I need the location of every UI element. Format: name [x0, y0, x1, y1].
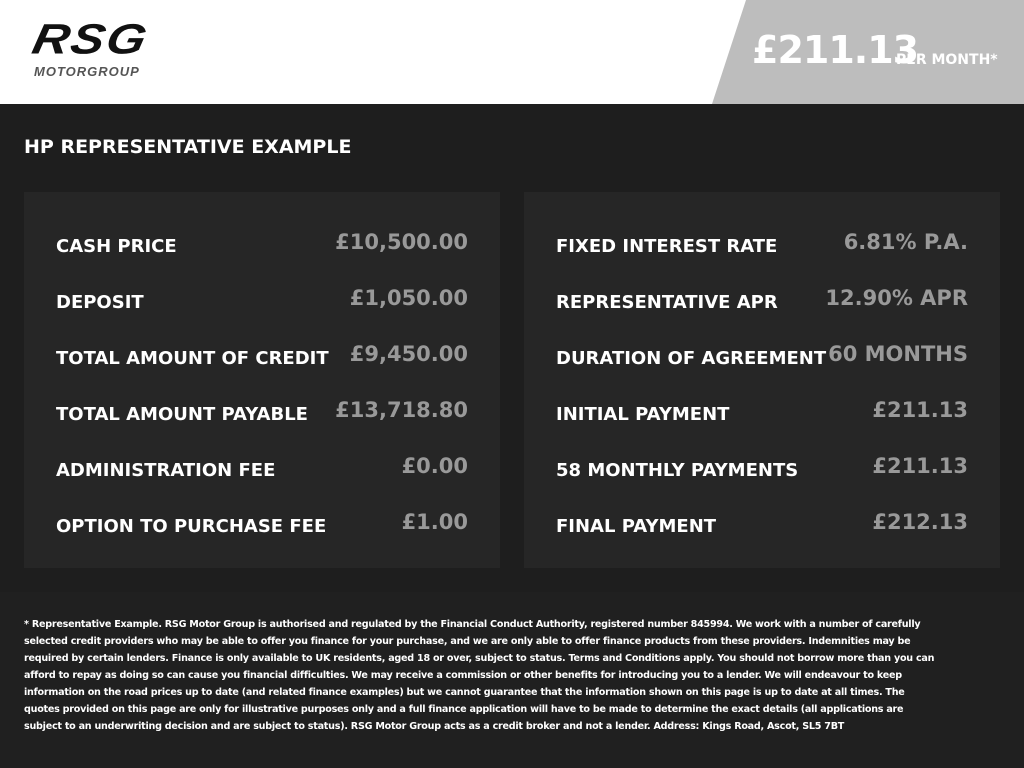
- row-value: £10,500.00: [335, 230, 468, 254]
- row-label: ADMINISTRATION FEE: [56, 460, 276, 481]
- finance-row: CASH PRICE £10,500.00: [56, 230, 468, 260]
- row-value: 12.90% APR: [825, 286, 968, 310]
- price-suffix: PER MONTH*: [896, 52, 998, 68]
- finance-panel: CASH PRICE £10,500.00 DEPOSIT £1,050.00 TOTA…: [24, 192, 500, 568]
- price-box: £211.13 PER MONTH*: [712, 0, 1024, 104]
- finance-panel: FIXED INTEREST RATE 6.81% P.A. REPRESENTAT…: [524, 192, 1000, 568]
- row-label: OPTION TO PURCHASE FEE: [56, 516, 327, 537]
- row-label: DEPOSIT: [56, 292, 144, 313]
- finance-row: 58 MONTHLY PAYMENTS £211.13: [556, 454, 968, 484]
- row-label: INITIAL PAYMENT: [556, 404, 730, 425]
- row-label: TOTAL AMOUNT OF CREDIT: [56, 348, 329, 369]
- row-label: FIXED INTEREST RATE: [556, 236, 778, 257]
- footer: * Representative Example. RSG Motor Grou…: [0, 592, 1024, 768]
- row-value: £9,450.00: [349, 342, 468, 366]
- logo[interactable]: RSG: [28, 15, 153, 64]
- row-label: CASH PRICE: [56, 236, 177, 257]
- row-value: £211.13: [872, 398, 968, 422]
- finance-row: DURATION OF AGREEMENT 60 MONTHS: [556, 342, 968, 372]
- row-value: £1,050.00: [349, 286, 468, 310]
- row-value: £0.00: [401, 454, 468, 478]
- row-value: 60 MONTHS: [828, 342, 968, 366]
- row-label: FINAL PAYMENT: [556, 516, 717, 537]
- header: RSG MOTORGROUP £211.13 PER MONTH*: [0, 0, 1024, 104]
- row-label: DURATION OF AGREEMENT: [556, 348, 827, 369]
- finance-row: FINAL PAYMENT £212.13: [556, 510, 968, 540]
- logo-sub: MOTORGROUP: [34, 64, 140, 79]
- row-label: REPRESENTATIVE APR: [556, 292, 778, 313]
- row-label: 58 MONTHLY PAYMENTS: [556, 460, 799, 481]
- row-value: £212.13: [872, 510, 968, 534]
- finance-row: ADMINISTRATION FEE £0.00: [56, 454, 468, 484]
- row-value: 6.81% P.A.: [843, 230, 968, 254]
- row-value: £211.13: [872, 454, 968, 478]
- finance-row: REPRESENTATIVE APR 12.90% APR: [556, 286, 968, 316]
- row-value: £13,718.80: [335, 398, 468, 422]
- finance-row: DEPOSIT £1,050.00: [56, 286, 468, 316]
- section-title: HP REPRESENTATIVE EXAMPLE: [24, 136, 352, 158]
- finance-row: INITIAL PAYMENT £211.13: [556, 398, 968, 428]
- disclaimer: * Representative Example. RSG Motor Grou…: [24, 619, 935, 732]
- row-label: TOTAL AMOUNT PAYABLE: [56, 404, 308, 425]
- monthly-price: £211.13: [752, 28, 919, 72]
- finance-row: OPTION TO PURCHASE FEE £1.00: [56, 510, 468, 540]
- row-value: £1.00: [401, 510, 468, 534]
- finance-row: FIXED INTEREST RATE 6.81% P.A.: [556, 230, 968, 260]
- finance-row: TOTAL AMOUNT OF CREDIT £9,450.00: [56, 342, 468, 372]
- finance-row: TOTAL AMOUNT PAYABLE £13,718.80: [56, 398, 468, 428]
